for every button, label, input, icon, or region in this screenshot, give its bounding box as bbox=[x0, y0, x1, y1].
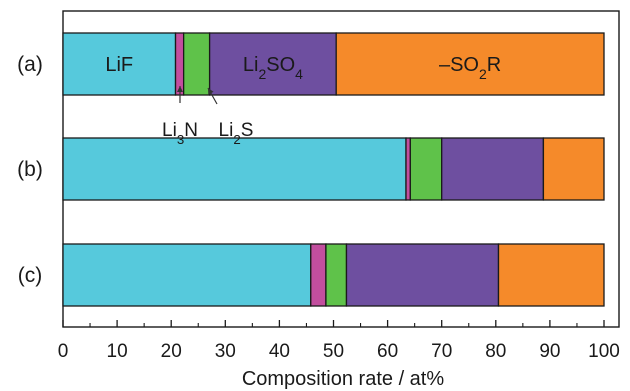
row-label-a: (a) bbox=[17, 53, 43, 76]
annotation-label-li3n: Li3N bbox=[162, 120, 198, 147]
bar-a-lif bbox=[62, 32, 177, 96]
segment-label-li2so4: Li2SO4 bbox=[243, 54, 303, 82]
x-tick-label-10: 10 bbox=[107, 341, 128, 362]
segment-labels-layer: LiF Li2SO4 –SO2R bbox=[105, 54, 501, 82]
bar-c-so2r bbox=[497, 243, 605, 307]
x-tick-label-50: 50 bbox=[323, 341, 344, 362]
x-axis: 0 10 20 30 40 50 60 70 80 90 100 bbox=[58, 320, 620, 362]
bar-c-li2s bbox=[325, 243, 348, 307]
annotation-arrowhead-li3n bbox=[177, 86, 183, 92]
bar-b-lif bbox=[62, 137, 407, 201]
row-labels-layer: (a) (b) (c) bbox=[17, 53, 43, 287]
bar-b-li2so4 bbox=[441, 137, 545, 201]
row-label-b: (b) bbox=[17, 158, 43, 181]
x-tick-label-30: 30 bbox=[215, 341, 236, 362]
annotation-arrowhead-li2s bbox=[208, 88, 214, 95]
bar-a-li3n bbox=[174, 32, 185, 96]
bar-a-li2s bbox=[182, 32, 211, 96]
bar-c-lif bbox=[62, 243, 312, 307]
x-tick-label-100: 100 bbox=[588, 341, 620, 362]
x-tick-label-80: 80 bbox=[485, 341, 506, 362]
x-tick-label-70: 70 bbox=[431, 341, 452, 362]
x-tick-label-20: 20 bbox=[161, 341, 182, 362]
bar-a-so2r bbox=[335, 32, 605, 96]
bar-b-li2s bbox=[409, 137, 443, 201]
annotation-label-li2s: Li2S bbox=[219, 120, 254, 147]
bar-c-li2so4 bbox=[345, 243, 500, 307]
x-tick-label-40: 40 bbox=[269, 341, 290, 362]
bar-b-so2r bbox=[542, 137, 605, 201]
bar-c-li3n bbox=[310, 243, 327, 307]
x-axis-title: Composition rate / at% bbox=[242, 368, 445, 390]
x-tick-label-90: 90 bbox=[539, 341, 560, 362]
segment-label-so2r: –SO2R bbox=[439, 54, 501, 82]
bar-a-li2so4 bbox=[208, 32, 337, 96]
annotations-layer: Li3N Li2S bbox=[162, 86, 253, 147]
bars-layer bbox=[62, 32, 605, 307]
row-label-c: (c) bbox=[18, 264, 43, 287]
x-tick-label-60: 60 bbox=[377, 341, 398, 362]
segment-label-lif: LiF bbox=[105, 54, 133, 76]
x-tick-label-0: 0 bbox=[58, 341, 69, 362]
